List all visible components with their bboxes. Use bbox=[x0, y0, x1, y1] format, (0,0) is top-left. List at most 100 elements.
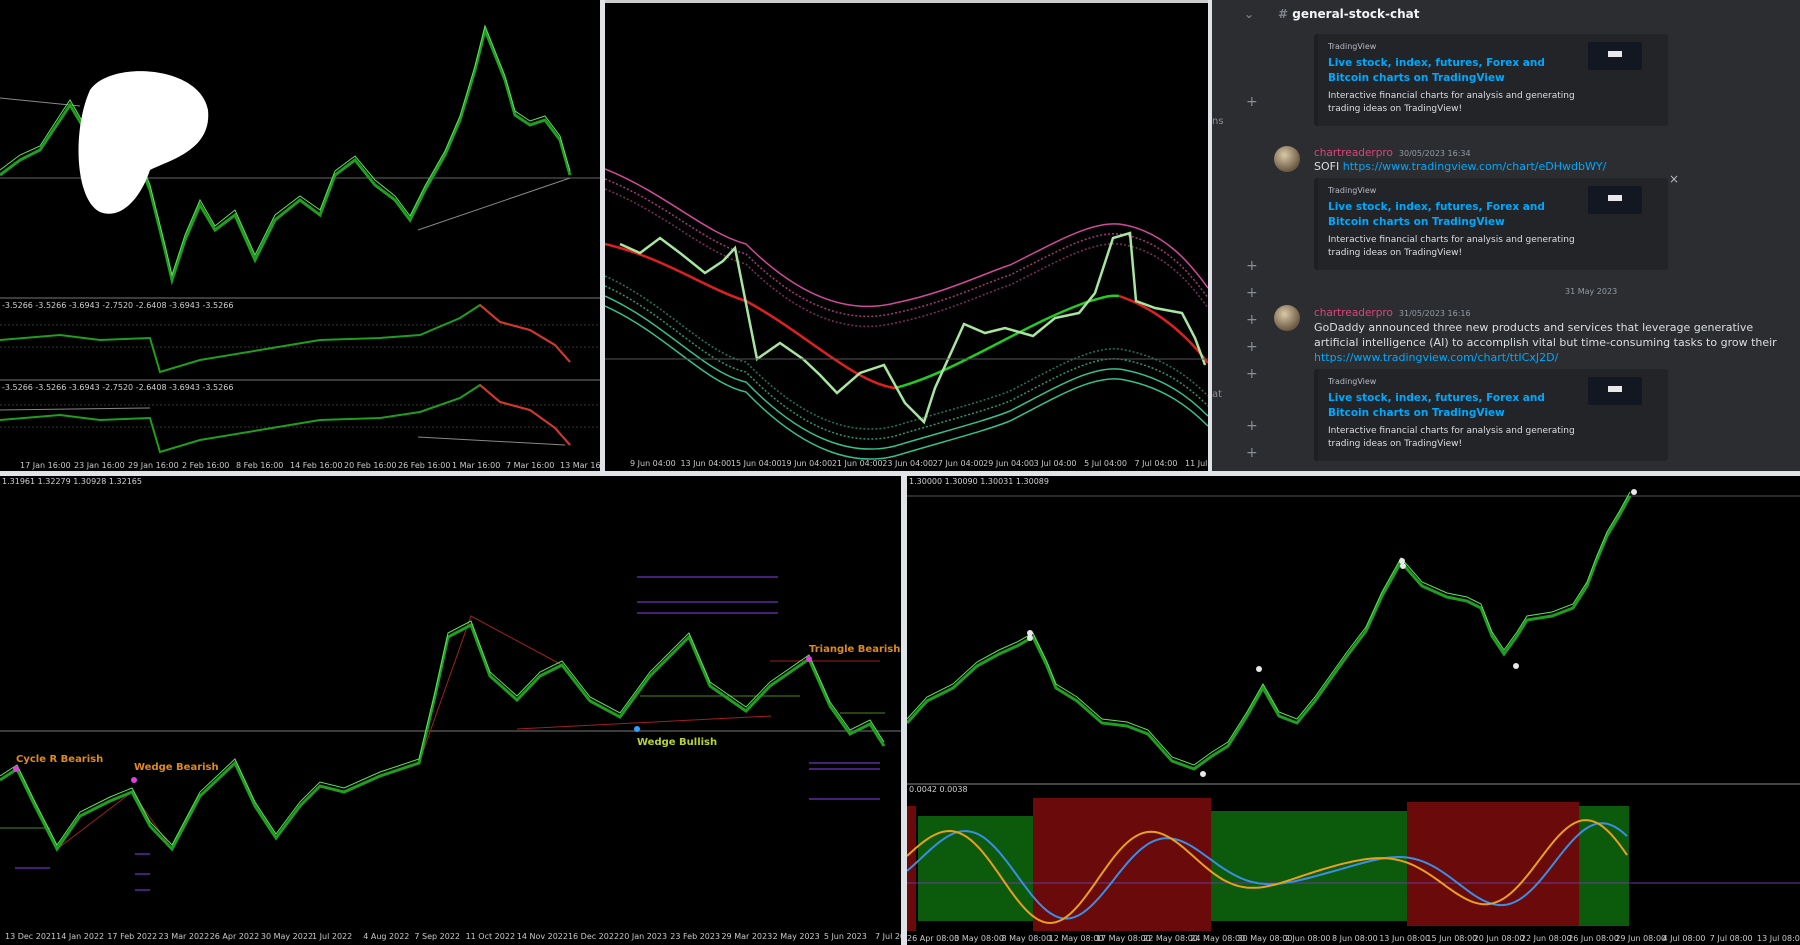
pattern-label: Wedge Bearish bbox=[134, 762, 219, 773]
indicator-header: -3.5266 -3.5266 -3.6943 -2.7520 -2.6408 … bbox=[2, 301, 233, 310]
x-tick-label: 4 Jul 08:00 bbox=[1663, 934, 1706, 943]
x-axis: 9 Jun 04:00 13 Jun 04:00 15 Jun 04:00 19 Ju… bbox=[630, 459, 1208, 468]
message-body: SOFI https://www.tradingview.com/chart/e… bbox=[1314, 160, 1606, 173]
embed-title[interactable]: Live stock, index, futures, Forex and Bi… bbox=[1328, 201, 1545, 228]
x-tick-label: 17 Feb 2022 bbox=[107, 932, 157, 941]
x-tick-label: 26 Apr 08:00 bbox=[907, 934, 959, 943]
x-tick-label: 23 Jan 16:00 bbox=[74, 461, 125, 470]
x-tick-label: 2 May 2023 bbox=[773, 932, 820, 941]
chart-canvas: 1.31961 1.32279 1.30928 1.32165 Cycle R … bbox=[0, 477, 901, 941]
embed-description: Interactive financial charts for analysi… bbox=[1328, 426, 1575, 449]
x-tick-label: 29 Jun 04:00 bbox=[983, 459, 1034, 468]
x-tick-label: 4 Aug 2022 bbox=[363, 932, 409, 941]
x-axis: 13 Dec 2021 14 Jan 2022 17 Feb 2022 23 Mar … bbox=[5, 932, 901, 941]
x-tick-label: 5 Jul 04:00 bbox=[1084, 459, 1127, 468]
x-tick-label: 8 May 08:00 bbox=[1001, 934, 1051, 943]
channel-name[interactable]: # general-stock-chat bbox=[1278, 7, 1420, 21]
add-button[interactable]: + bbox=[1246, 339, 1258, 355]
message-link[interactable]: https://www.tradingview.com/chart/ttICxJ… bbox=[1314, 351, 1559, 364]
chart-panel-bottom-left: 1.31961 1.32279 1.30928 1.32165 Cycle R … bbox=[0, 476, 901, 945]
x-tick-label: 3 Jul 04:00 bbox=[1034, 459, 1077, 468]
author[interactable]: chartreaderpro bbox=[1314, 307, 1393, 319]
oscillator-header: 0.0042 0.0038 bbox=[909, 785, 968, 794]
x-tick-label: 26 Jun 08:00 bbox=[1568, 934, 1619, 943]
x-tick-label: 29 Jun 08:00 bbox=[1615, 934, 1666, 943]
add-button[interactable]: + bbox=[1246, 418, 1258, 434]
x-tick-label: 20 Feb 16:00 bbox=[344, 461, 396, 470]
avatar[interactable] bbox=[1274, 305, 1300, 331]
x-tick-label: 13 Jul 08:00 bbox=[1757, 934, 1800, 943]
x-tick-label: 7 Jul 04:00 bbox=[1135, 459, 1178, 468]
chart-panel-top-left: -3.5266 -3.5266 -3.6943 -2.7520 -2.6408 … bbox=[0, 0, 600, 471]
x-tick-label: 17 Jan 16:00 bbox=[20, 461, 71, 470]
pattern-label: Cycle R Bearish bbox=[16, 754, 103, 765]
add-button[interactable]: + bbox=[1246, 285, 1258, 301]
embed-provider: TradingView bbox=[1328, 377, 1377, 386]
collapse-icon[interactable]: ⌄ bbox=[1244, 7, 1255, 21]
indicator-header: -3.5266 -3.5266 -3.6943 -2.7520 -2.6408 … bbox=[2, 383, 233, 392]
chart-panel-top-middle: 9 Jun 04:00 13 Jun 04:00 15 Jun 04:00 19 Ju… bbox=[605, 0, 1208, 471]
link-embed: TradingView Live stock, index, futures, … bbox=[1314, 34, 1668, 126]
x-tick-label: 29 Jan 16:00 bbox=[128, 461, 179, 470]
x-tick-label: 7 Sep 2022 bbox=[414, 932, 460, 941]
x-tick-label: 11 Oct 2022 bbox=[466, 932, 515, 941]
timestamp: 30/05/2023 16:34 bbox=[1398, 149, 1471, 158]
x-tick-label: 15 Jun 08:00 bbox=[1426, 934, 1477, 943]
sidebar-fragment: ns bbox=[1212, 116, 1224, 127]
x-tick-label: 20 Jan 2023 bbox=[619, 932, 667, 941]
add-button[interactable]: + bbox=[1246, 94, 1258, 110]
x-tick-label: 23 Jun 04:00 bbox=[882, 459, 933, 468]
embed-description: Interactive financial charts for analysi… bbox=[1328, 235, 1575, 258]
price-header: 1.30000 1.30090 1.30031 1.30089 bbox=[909, 477, 1049, 486]
pattern-label: Wedge Bullish bbox=[637, 737, 717, 748]
embed-provider: TradingView bbox=[1328, 186, 1377, 195]
x-tick-label: 24 May 08:00 bbox=[1190, 934, 1245, 943]
message-text: SOFI bbox=[1314, 160, 1340, 173]
add-button[interactable]: + bbox=[1246, 366, 1258, 382]
x-tick-label: 17 May 08:00 bbox=[1096, 934, 1151, 943]
channel-label: general-stock-chat bbox=[1292, 7, 1420, 21]
chart-panel-bottom-right: 1.30000 1.30090 1.30031 1.30089 0.0042 0… bbox=[907, 476, 1800, 945]
remove-embed[interactable]: × bbox=[1669, 172, 1680, 186]
x-tick-label: 3 May 08:00 bbox=[954, 934, 1004, 943]
x-tick-label: 8 Feb 16:00 bbox=[236, 461, 283, 470]
message-text: GoDaddy announced three new products and… bbox=[1314, 321, 1777, 349]
x-tick-label: 27 Jun 04:00 bbox=[933, 459, 984, 468]
date-divider: 31 May 2023 bbox=[1565, 287, 1618, 296]
chart-canvas: 1.30000 1.30090 1.30031 1.30089 0.0042 0… bbox=[907, 477, 1800, 943]
discord-panel: ⌄ # general-stock-chat ns at + + + + + +… bbox=[1212, 0, 1800, 471]
x-tick-label: 19 Jun 04:00 bbox=[781, 459, 832, 468]
x-tick-label: 20 Jun 08:00 bbox=[1474, 934, 1525, 943]
add-button[interactable]: + bbox=[1246, 445, 1258, 461]
x-tick-label: 13 Dec 2021 bbox=[5, 932, 56, 941]
x-tick-label: 23 Feb 2023 bbox=[670, 932, 720, 941]
x-tick-label: 2 Feb 16:00 bbox=[182, 461, 229, 470]
x-tick-label: 2 Jun 08:00 bbox=[1285, 934, 1331, 943]
add-button[interactable]: + bbox=[1246, 258, 1258, 274]
embed-description: Interactive financial charts for analysi… bbox=[1328, 91, 1575, 114]
pattern-label: Triangle Bearish bbox=[809, 644, 900, 655]
embed-thumbnail bbox=[1588, 186, 1642, 214]
x-axis: 17 Jan 16:00 23 Jan 16:00 29 Jan 16:00 2 Fe… bbox=[20, 461, 600, 470]
x-tick-label: 22 Jun 08:00 bbox=[1521, 934, 1572, 943]
x-tick-label: 11 Jul 04:00 bbox=[1185, 459, 1208, 468]
avatar[interactable] bbox=[1274, 146, 1300, 172]
author[interactable]: chartreaderpro bbox=[1314, 147, 1393, 159]
x-tick-label: 8 Jun 08:00 bbox=[1332, 934, 1378, 943]
embed-title[interactable]: Live stock, index, futures, Forex and Bi… bbox=[1328, 392, 1545, 419]
add-button[interactable]: + bbox=[1246, 312, 1258, 328]
link-embed: TradingView Live stock, index, futures, … bbox=[1314, 178, 1668, 270]
message-link[interactable]: https://www.tradingview.com/chart/eDHwdb… bbox=[1342, 160, 1607, 173]
x-tick-label: 5 Jun 2023 bbox=[824, 932, 867, 941]
message-header: chartreaderpro 30/05/2023 16:34 bbox=[1314, 146, 1471, 159]
x-tick-label: 21 Jun 04:00 bbox=[832, 459, 883, 468]
x-tick-label: 15 Jun 04:00 bbox=[731, 459, 782, 468]
x-tick-label: 23 Mar 2022 bbox=[159, 932, 210, 941]
chart-canvas: -3.5266 -3.5266 -3.6943 -2.7520 -2.6408 … bbox=[0, 24, 600, 470]
link-embed: TradingView Live stock, index, futures, … bbox=[1314, 369, 1668, 461]
embed-provider: TradingView bbox=[1328, 42, 1377, 51]
sidebar-fragment: at bbox=[1212, 389, 1223, 400]
embed-title[interactable]: Live stock, index, futures, Forex and Bi… bbox=[1328, 57, 1545, 84]
